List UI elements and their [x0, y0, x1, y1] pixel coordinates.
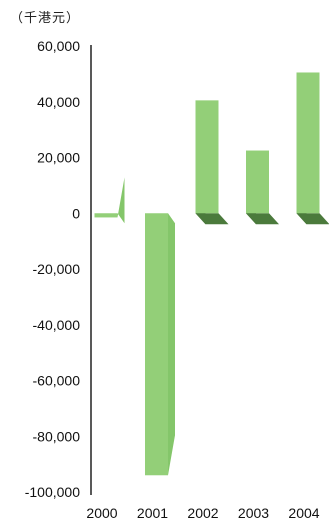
y-tick-labels: 60,000 40,000 20,000 0 -20,000 -40,000 -60,000… — [25, 38, 80, 500]
bar — [246, 150, 279, 225]
bar — [94, 177, 125, 224]
bar-front-face — [145, 213, 168, 476]
y-tick-label: -80,000 — [33, 428, 81, 444]
bar — [145, 213, 175, 476]
unit-label: （千港元） — [10, 11, 81, 26]
y-tick-label: 20,000 — [37, 150, 80, 166]
y-tick-label: -100,000 — [25, 484, 80, 500]
y-tick-label: 0 — [72, 205, 80, 221]
bar-front-face — [296, 72, 320, 214]
x-tick-label: 2000 — [86, 505, 117, 521]
bar — [195, 100, 229, 225]
bar-front-face — [246, 150, 269, 214]
bars — [94, 72, 329, 476]
x-tick-label: 2001 — [137, 505, 168, 521]
y-tick-label: -20,000 — [33, 261, 81, 277]
y-tick-label: 60,000 — [37, 38, 80, 54]
x-tick-label: 2004 — [288, 505, 319, 521]
bar — [296, 72, 329, 225]
x-tick-labels: 2000 2001 2002 2003 2004 — [86, 505, 319, 521]
y-tick-label: -40,000 — [33, 317, 81, 333]
x-tick-label: 2002 — [187, 505, 218, 521]
bar-front-face — [94, 213, 118, 218]
y-tick-label: 40,000 — [37, 94, 80, 110]
bar-front-face — [195, 100, 219, 214]
x-tick-label: 2003 — [238, 505, 269, 521]
bar-side-face — [168, 213, 175, 476]
bar-side-face — [117, 177, 125, 224]
y-tick-label: -60,000 — [33, 373, 81, 389]
